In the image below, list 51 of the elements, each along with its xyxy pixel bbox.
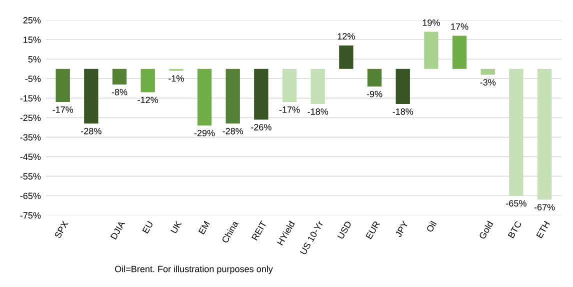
y-tick-label: -35% <box>20 134 41 141</box>
data-label: -26% <box>251 124 272 130</box>
data-label: -12% <box>138 96 158 104</box>
y-tick-label: -15% <box>20 95 41 102</box>
data-label: -28% <box>222 128 244 134</box>
bar <box>56 68 70 102</box>
x-tick-label: EM <box>198 220 210 234</box>
y-tick-label: 15% <box>24 36 41 43</box>
bar <box>367 68 382 86</box>
bar <box>424 32 438 69</box>
bar <box>310 68 325 104</box>
bar <box>254 68 268 120</box>
y-tick-label: 5% <box>28 56 41 62</box>
bar <box>339 45 354 69</box>
data-label: -29% <box>194 130 215 136</box>
bar <box>452 36 467 69</box>
x-tick-label: UK <box>170 220 182 234</box>
data-label: -65% <box>506 200 526 207</box>
data-label: -8% <box>112 88 128 96</box>
data-label: -67% <box>534 204 555 210</box>
y-tick-label: -45% <box>20 154 41 160</box>
bar <box>509 68 524 196</box>
y-tick-label: -65% <box>20 192 41 200</box>
data-label: 12% <box>338 33 355 40</box>
data-label: -1% <box>168 75 184 82</box>
y-tick-label: -25% <box>20 114 41 122</box>
data-label: -17% <box>52 106 74 113</box>
x-tick-label: EU <box>142 220 154 234</box>
data-label: -18% <box>392 108 414 115</box>
data-label: -18% <box>308 108 328 115</box>
data-label: 17% <box>451 23 468 30</box>
bar <box>84 68 98 124</box>
data-label: -3% <box>480 79 496 86</box>
data-label: -28% <box>81 128 102 134</box>
bar <box>480 68 495 75</box>
y-tick-label: -75% <box>20 212 41 219</box>
bar <box>396 68 410 104</box>
data-label: 19% <box>422 19 440 26</box>
bar <box>282 68 297 102</box>
bar <box>537 68 552 200</box>
data-label: -17% <box>279 106 300 113</box>
bar <box>197 68 212 126</box>
y-tick-label: 25% <box>23 17 41 24</box>
x-tick-label: Oil <box>426 220 437 233</box>
bar <box>226 68 240 124</box>
data-label: -9% <box>366 90 382 98</box>
y-tick-label: -55% <box>20 173 41 180</box>
bar <box>140 68 155 92</box>
bar <box>112 68 127 84</box>
y-tick-label: -5% <box>25 76 41 82</box>
text: Oil=Brent. For illustration purposes only <box>115 266 273 274</box>
